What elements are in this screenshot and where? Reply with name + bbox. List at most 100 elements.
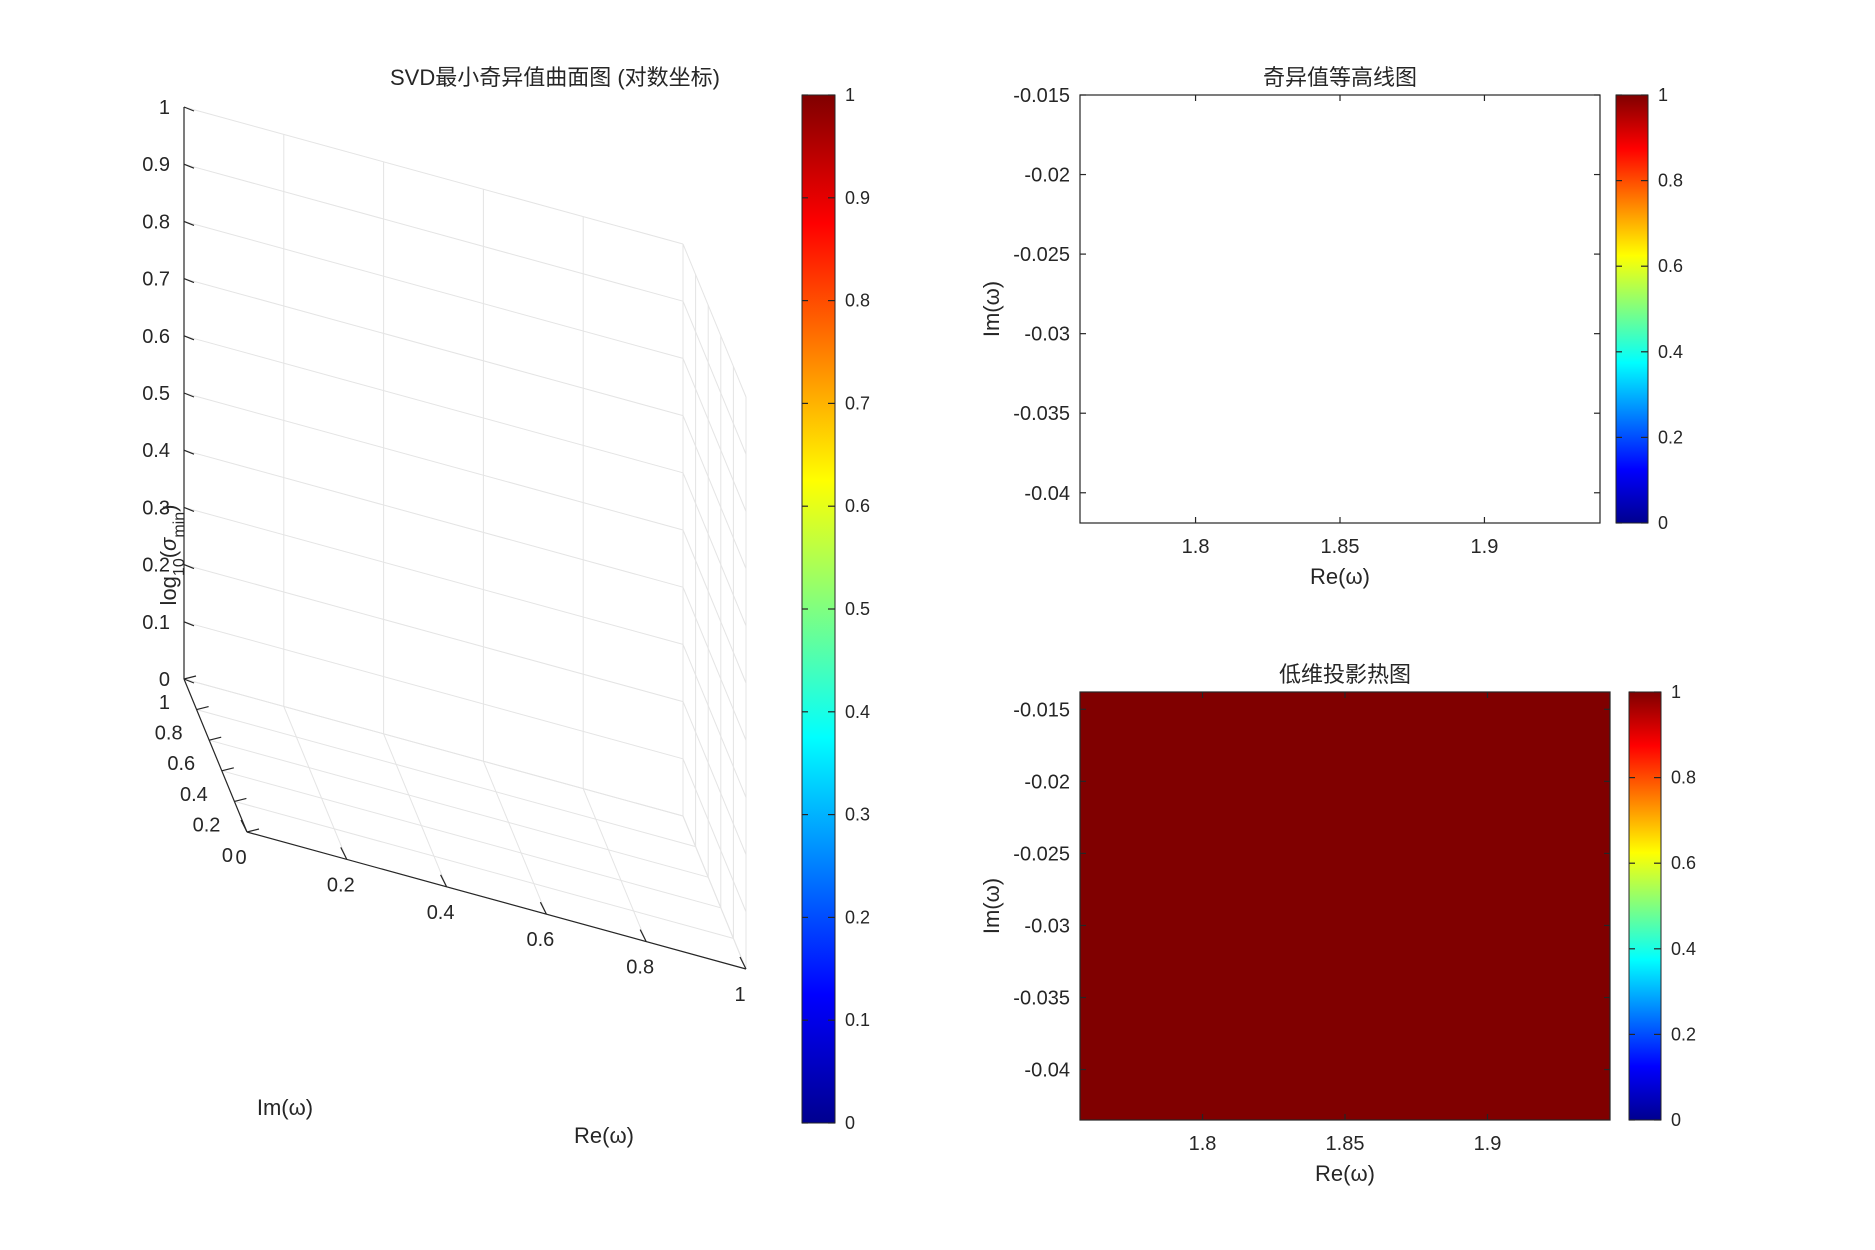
x-tick-label: 0.6 bbox=[526, 929, 554, 951]
z-tick-label: 1 bbox=[159, 97, 170, 119]
z-tick bbox=[183, 392, 195, 398]
side-gridline bbox=[682, 815, 747, 970]
y-tick bbox=[246, 828, 260, 833]
y-tick bbox=[183, 675, 197, 680]
colorbar-tick-label: 0.9 bbox=[845, 188, 870, 208]
x-tick-label: 0.2 bbox=[327, 874, 355, 896]
heatmap-xlabel: Re(ω) bbox=[1315, 1161, 1375, 1186]
z-tick-label: 0.3 bbox=[142, 497, 170, 519]
side-gridline bbox=[682, 301, 747, 455]
colorbar-tick-label: 1 bbox=[1671, 682, 1681, 702]
y-tick-label: 0.2 bbox=[193, 814, 221, 836]
back-gridline bbox=[183, 163, 684, 302]
heatmap-ticks: 1.8 1.85 1.9 -0.015 -0.02 -0.025 -0.03 -0.035 -0… bbox=[1013, 692, 1610, 1155]
y-tick-label: 0 bbox=[222, 845, 233, 867]
side-gridline bbox=[682, 415, 747, 569]
x-tick-label: 0.4 bbox=[427, 902, 455, 924]
colorbar-tick-label: 0.2 bbox=[1671, 1024, 1696, 1044]
z-tick-label: 0.4 bbox=[142, 440, 170, 462]
colorbar-tick-label: 0 bbox=[845, 1113, 855, 1133]
back-gridline bbox=[183, 335, 684, 474]
floor-gridline bbox=[582, 788, 647, 942]
back-gridline bbox=[183, 278, 684, 417]
back-gridline bbox=[183, 392, 684, 531]
y-tick-label: 0.6 bbox=[167, 753, 195, 775]
side-gridline bbox=[682, 758, 747, 912]
y-tick-label: 1 bbox=[159, 692, 170, 714]
y-tick-label: -0.04 bbox=[1024, 1060, 1070, 1082]
contour-title: 奇异值等高线图 bbox=[1263, 65, 1417, 90]
colorbar-tick-label: 0.5 bbox=[845, 599, 870, 619]
z-tick bbox=[183, 564, 195, 570]
surface-title: SVD最小奇异值曲面图 (对数坐标) bbox=[390, 65, 720, 90]
x-tick bbox=[739, 956, 747, 970]
contour-plot-area bbox=[1079, 94, 1601, 524]
x-tick bbox=[539, 901, 547, 915]
colorbar-tick-label: 1 bbox=[845, 85, 855, 105]
x-tick-label: 1.8 bbox=[1182, 536, 1210, 558]
surface-colorbar-ticks: 0 0.1 0.2 0.3 0.4 0.5 0.6 0.7 0.8 0.9 1 bbox=[802, 85, 870, 1133]
back-gridline bbox=[183, 449, 684, 588]
z-tick bbox=[183, 278, 195, 284]
colorbar-tick-label: 0.6 bbox=[1671, 853, 1696, 873]
z-tick-label: 0.1 bbox=[142, 612, 170, 634]
floor-gridline bbox=[234, 800, 734, 939]
y-tick bbox=[221, 767, 234, 772]
y-tick-label: -0.04 bbox=[1024, 483, 1070, 505]
floor-gridline bbox=[482, 761, 547, 915]
colorbar-tick-label: 0.8 bbox=[845, 291, 870, 311]
colorbar-tick-label: 0.2 bbox=[845, 907, 870, 927]
floor-gridline bbox=[221, 770, 721, 909]
colorbar-tick-label: 0.3 bbox=[845, 805, 870, 825]
x-tick-label: 1.85 bbox=[1326, 1133, 1365, 1155]
x-tick bbox=[639, 929, 647, 942]
y-tick-label: -0.03 bbox=[1024, 324, 1070, 346]
contour-ticks: 1.8 1.85 1.9 -0.015 -0.02 -0.025 -0.03 -0.035 -0… bbox=[1013, 85, 1600, 558]
heatmap-ylabel: Im(ω) bbox=[979, 878, 1004, 934]
contour-xlabel: Re(ω) bbox=[1310, 564, 1370, 589]
y-tick bbox=[196, 706, 209, 711]
contour-ylabel: Im(ω) bbox=[979, 281, 1004, 337]
x-tick-label: 1.9 bbox=[1474, 1133, 1502, 1155]
colorbar-tick-label: 0.4 bbox=[845, 702, 870, 722]
colorbar-tick-label: 0.2 bbox=[1658, 427, 1683, 447]
y-tick-label: -0.025 bbox=[1013, 843, 1070, 865]
y-tick-label: -0.015 bbox=[1013, 85, 1070, 107]
side-gridline bbox=[682, 644, 747, 798]
y-tick-label: -0.015 bbox=[1013, 699, 1070, 721]
colorbar-tick-label: 0.4 bbox=[1671, 939, 1696, 959]
y-tick bbox=[209, 736, 222, 741]
z-tick-label: 0.8 bbox=[142, 211, 170, 233]
z-tick bbox=[183, 163, 195, 169]
z-tick bbox=[183, 335, 195, 341]
contour-colorbar: 0 0.2 0.4 0.6 0.8 1 bbox=[1615, 85, 1683, 533]
back-gridline bbox=[183, 220, 684, 359]
x-tick bbox=[240, 819, 248, 833]
z-tick-label: 0 bbox=[159, 669, 170, 691]
side-gridline bbox=[682, 587, 747, 741]
z-tick bbox=[183, 678, 195, 684]
heatmap-title: 低维投影热图 bbox=[1279, 662, 1411, 687]
colorbar-tick-label: 0.8 bbox=[1658, 171, 1683, 191]
surface-plot: SVD最小奇异值曲面图 (对数坐标) 00.20.40.60.8100.20.4… bbox=[142, 65, 747, 1148]
z-tick-label: 0.2 bbox=[142, 555, 170, 577]
back-gridline bbox=[183, 564, 684, 703]
z-tick-label: 0.5 bbox=[142, 383, 170, 405]
colorbar-tick-label: 0 bbox=[1658, 513, 1668, 533]
z-tick-label: 0.7 bbox=[142, 269, 170, 291]
side-gridline bbox=[682, 358, 747, 512]
colorbar-tick-label: 0.8 bbox=[1671, 768, 1696, 788]
heatmap-colorbar-ticks: 0 0.2 0.4 0.6 0.8 1 bbox=[1629, 682, 1696, 1130]
x-tick-label: 1.9 bbox=[1471, 536, 1499, 558]
surface-axes: 00.20.40.60.8100.20.40.60.8100.10.20.30.… bbox=[142, 97, 747, 1006]
y-tick-label: -0.035 bbox=[1013, 988, 1070, 1010]
x-tick-label: 0.8 bbox=[626, 957, 654, 979]
contour-colorbar-ticks: 0 0.2 0.4 0.6 0.8 1 bbox=[1616, 85, 1683, 533]
back-gridline bbox=[183, 678, 684, 817]
heatmap-cell bbox=[1079, 691, 1611, 1121]
y-tick-label: 0.8 bbox=[155, 723, 183, 745]
z-tick bbox=[183, 220, 195, 226]
floor-gridline bbox=[196, 709, 696, 848]
contour-colorbar-bar bbox=[1615, 94, 1649, 524]
y-tick-label: -0.02 bbox=[1024, 771, 1070, 793]
